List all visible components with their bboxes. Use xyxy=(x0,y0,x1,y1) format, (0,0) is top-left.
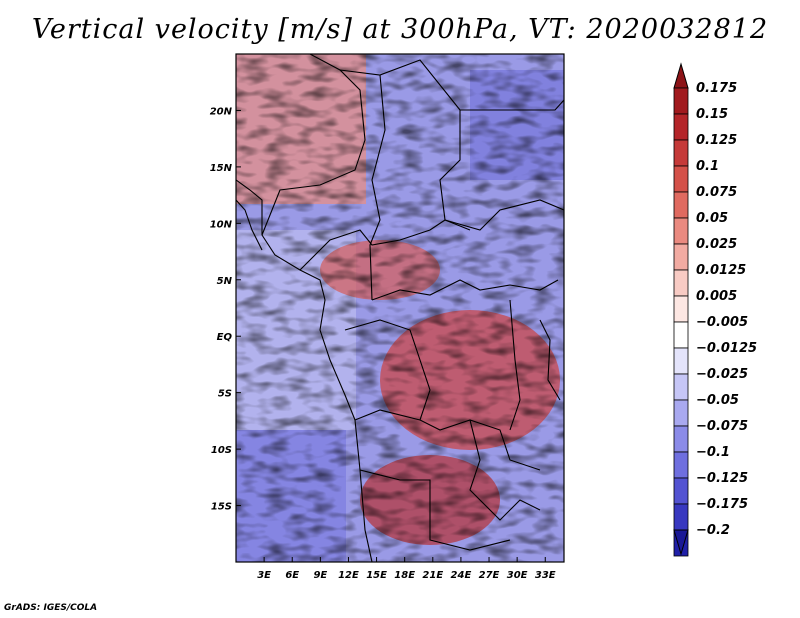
lon-tick-label: 3E xyxy=(257,570,271,581)
colorbar-label: −0.0125 xyxy=(696,341,757,356)
border-sudan-south xyxy=(444,199,564,231)
colorbar-label: 0.005 xyxy=(696,289,737,304)
colorbar-swatch xyxy=(673,295,689,323)
colorbar-label: 0.025 xyxy=(696,237,737,252)
colorbar-label: 0.0125 xyxy=(696,263,746,278)
field-texture xyxy=(236,54,564,562)
lon-tick-label: 30E xyxy=(507,570,528,581)
colorbar-label: −0.175 xyxy=(696,497,748,512)
vertical-velocity-field xyxy=(236,54,564,562)
colorbar-swatch xyxy=(673,113,689,141)
border-angola-south xyxy=(359,469,511,551)
lon-tick-label: 24E xyxy=(451,570,472,581)
colorbar-label: −0.025 xyxy=(696,367,748,382)
lon-tick-label: 18E xyxy=(394,570,415,581)
lat-tick-label: EQ xyxy=(217,332,233,343)
plot-frame xyxy=(235,53,565,563)
border-nigeria xyxy=(299,219,446,271)
border-mali xyxy=(261,54,366,236)
colorbar-label: 0.175 xyxy=(696,81,737,96)
colorbar-swatch xyxy=(673,269,689,297)
border-car xyxy=(371,279,559,301)
colorbar-swatch xyxy=(673,451,689,479)
lon-tick-label: 15E xyxy=(366,570,387,581)
colorbar-swatch xyxy=(673,477,689,505)
lon-tick-label: 33E xyxy=(535,570,556,581)
colorbar-swatch xyxy=(673,191,689,219)
colorbar-bottom-arrow xyxy=(673,529,689,556)
colorbar-label: −0.125 xyxy=(696,471,748,486)
colorbar-label: −0.005 xyxy=(696,315,748,330)
lat-tick-label: 15S xyxy=(211,502,232,513)
colorbar-swatch xyxy=(673,217,689,245)
colorbar-swatch xyxy=(673,503,689,531)
latitude-axis: 20N 15N 10N 5N EQ 5S 10S 15S xyxy=(210,106,241,513)
lat-tick-label: 20N xyxy=(210,106,233,117)
border-zambia xyxy=(469,419,541,521)
colorbar-label: −0.075 xyxy=(696,419,748,434)
colorbar-swatch xyxy=(673,243,689,271)
border-egypt-sudan xyxy=(460,99,564,111)
lon-tick-label: 9E xyxy=(313,570,327,581)
border-east xyxy=(539,319,561,401)
lat-tick-label: 10S xyxy=(211,445,232,456)
colorbar-label: 0.15 xyxy=(696,107,728,122)
colorbar-swatch xyxy=(673,347,689,375)
colorbar-label: 0.1 xyxy=(696,159,719,174)
colorbar-swatch xyxy=(673,87,689,115)
lon-tick-label: 27E xyxy=(479,570,500,581)
coastline-west xyxy=(236,179,373,562)
country-borders xyxy=(236,54,564,562)
colorbar-swatch xyxy=(673,373,689,401)
lat-tick-label: 10N xyxy=(210,219,233,230)
colorbar-swatch xyxy=(673,425,689,453)
colorbar-top-arrow xyxy=(673,62,689,89)
border-niger xyxy=(369,74,386,301)
grads-credit: GrADS: IGES/COLA xyxy=(4,603,98,613)
colorbar: 0.175 0.15 0.125 0.1 0.075 0.05 0.025 0.0125 0.0… xyxy=(673,62,757,557)
border-angola-north xyxy=(354,409,421,421)
chart-title: Vertical velocity [m/s] at 300hPa, VT: 2… xyxy=(31,14,769,45)
lat-tick-label: 5S xyxy=(218,389,232,400)
colorbar-swatch xyxy=(673,321,689,349)
lon-tick-label: 12E xyxy=(338,570,359,581)
colorbar-label: 0.125 xyxy=(696,133,737,148)
lat-tick-label: 5N xyxy=(217,276,233,287)
coastline-senegal xyxy=(236,199,263,251)
colorbar-swatch xyxy=(673,399,689,427)
lon-tick-label: 6E xyxy=(285,570,299,581)
longitude-axis: 3E 6E 9E 12E 15E 18E 21E 24E 27E 30E 33E xyxy=(257,557,556,581)
lat-tick-label: 15N xyxy=(210,163,233,174)
colorbar-label: −0.2 xyxy=(696,523,730,538)
colorbar-label: 0.075 xyxy=(696,185,737,200)
colorbar-swatch xyxy=(673,139,689,167)
border-lakes xyxy=(509,299,521,431)
colorbar-swatch xyxy=(673,165,689,193)
lon-tick-label: 21E xyxy=(422,570,443,581)
colorbar-label: 0.05 xyxy=(696,211,728,226)
colorbar-label: −0.05 xyxy=(696,393,739,408)
colorbar-label: −0.1 xyxy=(696,445,730,460)
border-chad xyxy=(339,59,471,231)
